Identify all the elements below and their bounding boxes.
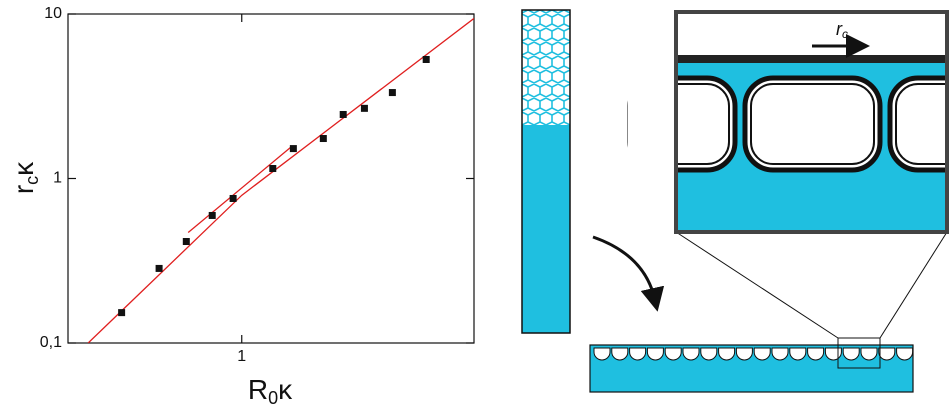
cell [736, 348, 752, 360]
x-label-main: R [248, 374, 268, 405]
y-tick-label: 1 [53, 170, 62, 187]
point [269, 165, 276, 172]
point [389, 89, 396, 96]
cell [719, 348, 735, 360]
point [320, 135, 327, 142]
figure: R0κ rcκ rc 0,11101 [0, 0, 950, 416]
point [423, 56, 430, 63]
cell [612, 348, 628, 360]
point [361, 105, 368, 112]
cell [861, 348, 877, 360]
x-label-tail: κ [278, 374, 293, 405]
cell [683, 348, 699, 360]
cell [772, 348, 788, 360]
cell [879, 348, 895, 360]
point [230, 195, 237, 202]
zoom-panel [0, 0, 950, 232]
strip [590, 232, 947, 392]
curved-arrow [593, 237, 655, 300]
point [340, 111, 347, 118]
point [118, 309, 125, 316]
point [209, 212, 216, 219]
y-tick-label: 10 [44, 5, 62, 22]
cell [843, 348, 859, 360]
cell [808, 348, 824, 360]
cell [665, 348, 681, 360]
cell [701, 348, 717, 360]
cell [594, 348, 610, 360]
y-tick-label: 0,1 [40, 334, 62, 351]
cell [825, 348, 841, 360]
x-tick-label: 1 [237, 348, 246, 365]
cell [790, 348, 806, 360]
x-label-sub: 0 [268, 388, 278, 408]
cell [630, 348, 646, 360]
point [290, 145, 297, 152]
cell [754, 348, 770, 360]
point [156, 265, 163, 272]
cell [647, 348, 663, 360]
rc-sub: c [842, 27, 848, 41]
x-axis-label: R0κ [248, 374, 293, 407]
cell [897, 348, 913, 360]
point [183, 238, 190, 245]
